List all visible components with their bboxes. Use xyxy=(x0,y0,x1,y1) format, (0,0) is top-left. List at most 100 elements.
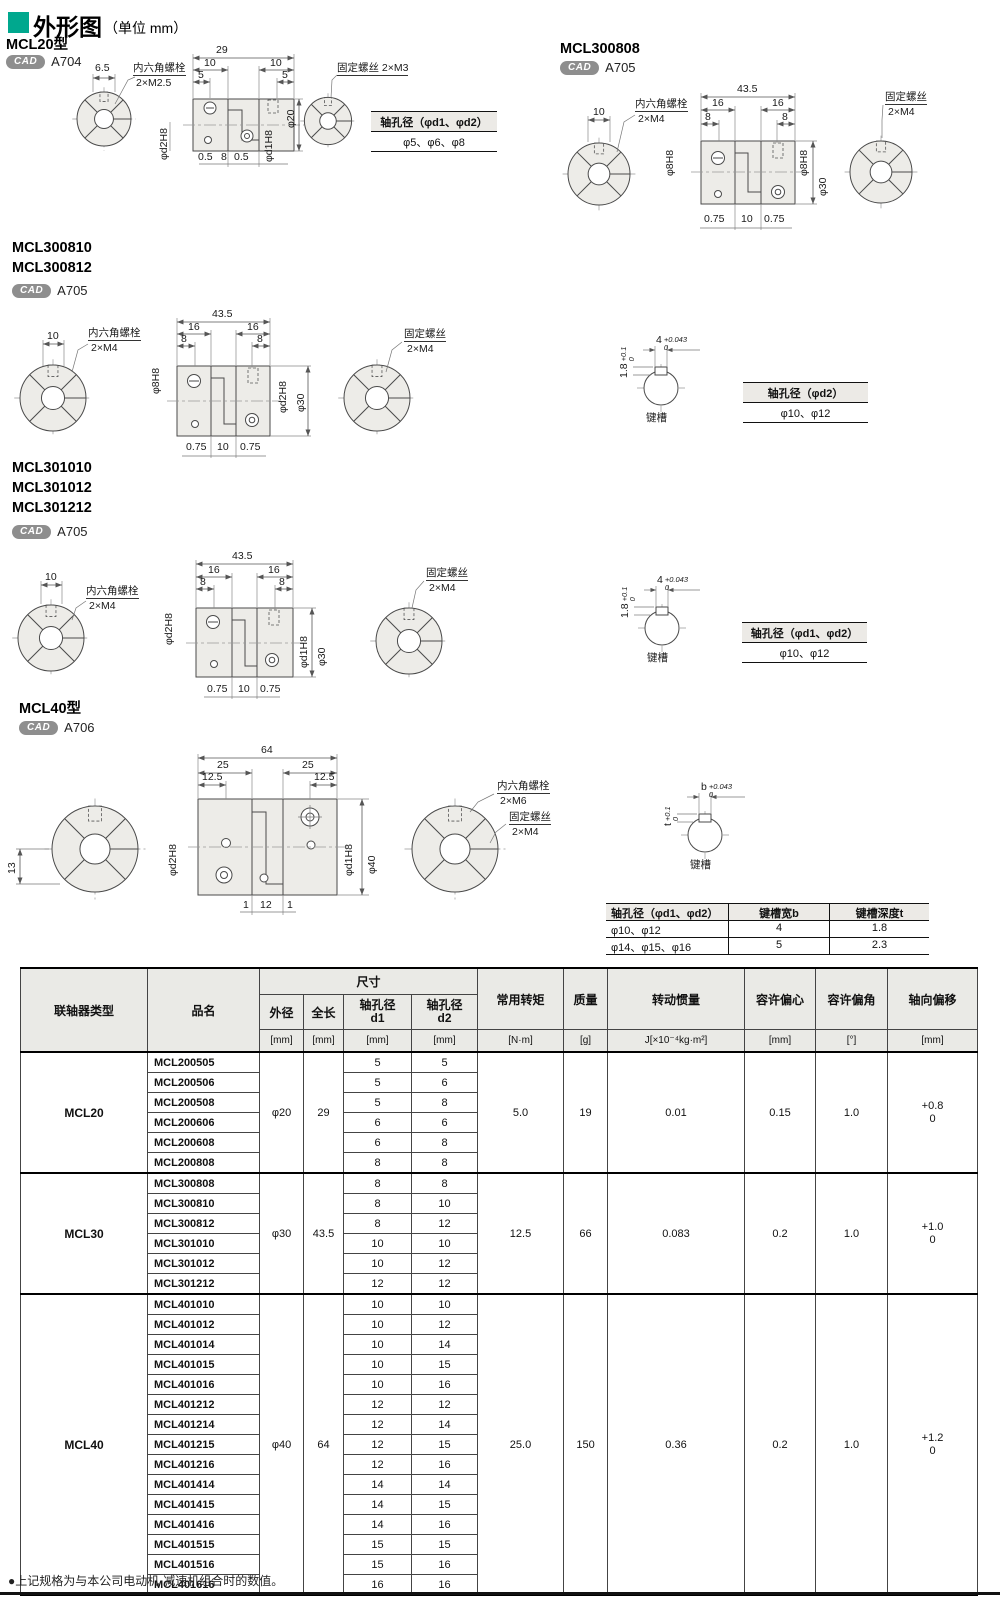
unit-cell: [g] xyxy=(563,1029,609,1053)
dim-label: 16 xyxy=(712,97,724,109)
table-row: MCL20 MCL200505 φ20 29 5 5 5.0 19 0.01 0… xyxy=(20,1051,979,1174)
section-marker-square xyxy=(8,12,29,33)
axial-cell: +1.0 0 xyxy=(887,1172,979,1295)
d1-cell: 10 xyxy=(343,1374,412,1395)
screw-size-label: 2×M4 xyxy=(512,826,539,838)
d2-cell: 10 xyxy=(410,1193,479,1214)
col-header-torque: 常用转矩 xyxy=(477,967,565,1030)
keyway-width-dim: b +0.043 0 xyxy=(701,781,732,800)
table-row: MCL401214 12 14 xyxy=(21,1414,978,1435)
dim-label: 5 xyxy=(282,69,288,81)
col-header-ang: 容许偏角 xyxy=(815,967,889,1030)
col-header-ecc: 容许偏心 xyxy=(744,967,817,1030)
table-row: MCL300812 8 12 xyxy=(21,1213,978,1234)
d1-cell: 12 xyxy=(343,1414,412,1435)
d2-cell: 8 xyxy=(410,1132,479,1153)
dim-label: 8 xyxy=(221,151,227,163)
name-cell: MCL300812 xyxy=(147,1213,260,1234)
dim-label: 8 xyxy=(181,333,187,345)
dim-label: 0.5 xyxy=(198,151,213,163)
unit-cell: J[×10⁻⁴kg·m²] xyxy=(607,1029,746,1053)
keyway-col-header: 键槽宽b xyxy=(729,904,830,921)
dim-label-dia: φ30 xyxy=(316,647,328,667)
bolt-size-label: 2×M6 xyxy=(500,795,527,807)
bolt-size-label: 2×M4 xyxy=(638,113,665,125)
dim-label: 16 xyxy=(208,564,220,576)
type-cell: MCL30 xyxy=(20,1172,148,1295)
d1-cell: 12 xyxy=(343,1454,412,1475)
len-cell: 43.5 xyxy=(303,1172,344,1295)
d2-cell: 12 xyxy=(410,1273,479,1295)
bore-table-header: 轴孔径（φd1、φd2） xyxy=(371,112,497,132)
dim-label: 1 xyxy=(287,899,293,911)
len-cell: 29 xyxy=(303,1051,344,1174)
d1-cell: 15 xyxy=(343,1534,412,1555)
bore-table-value: φ10、φ12 xyxy=(779,648,830,660)
table-row: MCL301212 12 12 xyxy=(21,1273,978,1295)
d2-cell: 10 xyxy=(410,1233,479,1254)
d2-cell: 14 xyxy=(410,1414,479,1435)
keyway-label: 键槽 xyxy=(646,412,667,424)
axial-cell: +1.2 0 xyxy=(887,1293,979,1596)
name-cell: MCL401215 xyxy=(147,1434,260,1455)
d2-cell: 14 xyxy=(410,1334,479,1355)
dim-label-dia: φ40 xyxy=(366,855,378,875)
d1-cell: 8 xyxy=(343,1193,412,1214)
keyway-cell: φ10、φ12 xyxy=(606,921,729,938)
d2-cell: 8 xyxy=(410,1172,479,1194)
inertia-cell: 0.36 xyxy=(607,1293,746,1596)
keyway-cell: 5 xyxy=(729,938,830,954)
d2-cell: 14 xyxy=(410,1474,479,1495)
name-cell: MCL401515 xyxy=(147,1534,260,1555)
dim-label: 8 xyxy=(705,111,711,123)
bolt-size-label: 2×M4 xyxy=(89,600,116,612)
cad-reference: CAD A705 xyxy=(560,60,636,75)
d2-cell: 8 xyxy=(410,1092,479,1113)
type-cell: MCL20 xyxy=(20,1051,148,1174)
d1-cell: 8 xyxy=(343,1213,412,1234)
dim-label-dia: φ30 xyxy=(295,393,307,413)
bolt-label: 内六角螺栓 xyxy=(497,780,550,795)
dim-label-bore-left: φd2H8 xyxy=(163,613,175,645)
page-unit-note: （单位 mm） xyxy=(104,20,188,36)
d1-cell: 10 xyxy=(343,1253,412,1274)
cad-code: A706 xyxy=(64,720,95,735)
d2-cell: 15 xyxy=(410,1434,479,1455)
dim-label-bore-right: φd1H8 xyxy=(263,130,275,162)
dim-label-bore-left: φd2H8 xyxy=(158,128,170,160)
d1-cell: 10 xyxy=(343,1314,412,1335)
d2-cell: 16 xyxy=(410,1574,479,1596)
axial-cell: +0.8 0 xyxy=(887,1051,979,1174)
bore-table-value: φ5、φ6、φ8 xyxy=(403,137,465,149)
cad-badge: CAD xyxy=(560,60,600,75)
keyway-width-dim: 4 +0.043 0 xyxy=(656,334,687,353)
name-cell: MCL401012 xyxy=(147,1314,260,1335)
dim-label: 10 xyxy=(204,57,216,69)
bore-table-header: 轴孔径（φd1、φd2） xyxy=(742,623,867,643)
d2-cell: 15 xyxy=(410,1354,479,1375)
torque-cell: 25.0 xyxy=(477,1293,565,1596)
dim-label: 16 xyxy=(772,97,784,109)
dim-label: 43.5 xyxy=(232,550,253,562)
dim-label: 0.75 xyxy=(186,441,207,453)
table-row: MCL30 MCL300808 φ30 43.5 8 8 12.5 66 0.0… xyxy=(20,1172,979,1295)
name-cell: MCL200608 xyxy=(147,1132,260,1153)
page-title: 外形图 xyxy=(33,14,102,40)
name-cell: MCL200506 xyxy=(147,1072,260,1093)
name-cell: MCL401016 xyxy=(147,1374,260,1395)
d1-cell: 8 xyxy=(343,1152,412,1174)
bolt-label: 内六角螺栓 xyxy=(635,98,688,113)
col-header-len: 全长 xyxy=(303,994,344,1030)
d2-cell: 16 xyxy=(410,1454,479,1475)
ang-cell: 1.0 xyxy=(815,1293,889,1596)
keyway-cell: φ14、φ15、φ16 xyxy=(606,938,729,954)
len-cell: 64 xyxy=(303,1293,344,1596)
name-cell: MCL401010 xyxy=(147,1293,260,1315)
bore-table-value: φ10、φ12 xyxy=(780,408,831,420)
screw-label: 固定螺丝 xyxy=(404,328,446,343)
unit-cell: [mm] xyxy=(410,1029,479,1053)
cad-badge: CAD xyxy=(12,283,52,298)
cad-badge: CAD xyxy=(12,524,52,539)
screw-size-label: 2×M4 xyxy=(407,343,434,355)
inertia-cell: 0.01 xyxy=(607,1051,746,1174)
